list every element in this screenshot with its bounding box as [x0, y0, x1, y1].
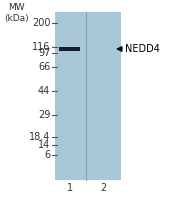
Text: 200: 200: [32, 18, 50, 28]
Text: 44: 44: [38, 86, 50, 96]
Text: 66: 66: [38, 62, 50, 72]
Text: (kDa): (kDa): [4, 14, 29, 22]
Bar: [55, 12, 121, 180]
Text: 18.4: 18.4: [29, 132, 50, 142]
Text: MW: MW: [8, 3, 25, 12]
Text: 97: 97: [38, 48, 50, 58]
Text: 29: 29: [38, 110, 50, 120]
Text: 14: 14: [38, 140, 50, 150]
Bar: [59, 47, 80, 51]
Text: 116: 116: [32, 42, 50, 52]
Text: 1: 1: [66, 183, 73, 193]
Text: NEDD4: NEDD4: [125, 44, 160, 54]
Text: 2: 2: [100, 183, 106, 193]
Text: 6: 6: [44, 150, 50, 160]
